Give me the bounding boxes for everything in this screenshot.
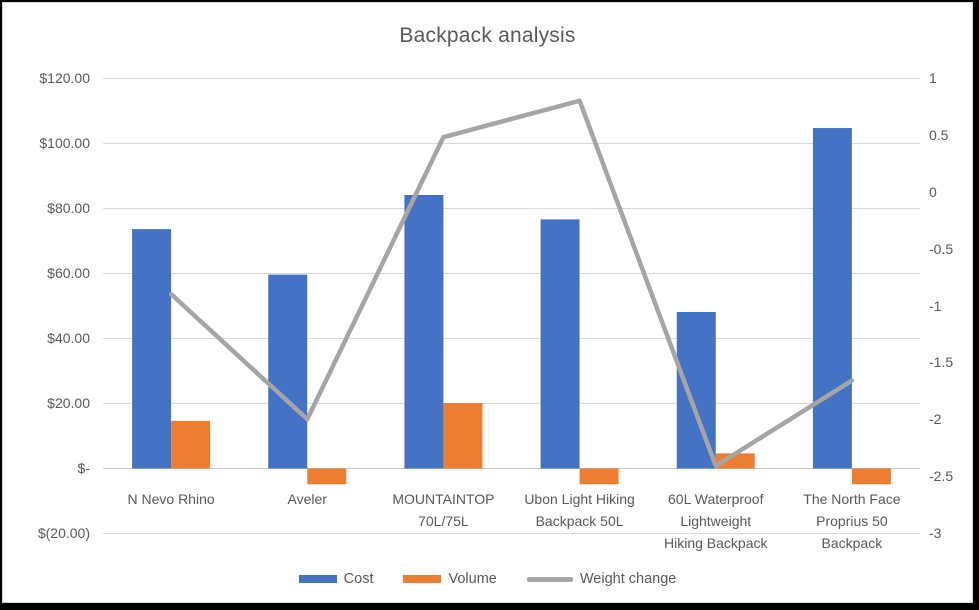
chart-border xyxy=(2,2,973,603)
volume-bar xyxy=(307,468,347,485)
y-axis-right-label: 0 xyxy=(929,183,937,200)
cost-bar xyxy=(812,128,852,469)
volume-bar xyxy=(171,420,211,469)
y-axis-right-label: -3 xyxy=(929,525,942,541)
cost-legend-label: Cost xyxy=(343,571,374,587)
cost-bar xyxy=(540,219,580,469)
category-label: Ubon Light Hiking Backpack 50L xyxy=(524,491,635,529)
y-axis-right-label: 1 xyxy=(929,70,937,86)
weight-change-legend-label: Weight change xyxy=(579,571,677,587)
y-axis-right-label: -2.5 xyxy=(929,468,954,485)
volume-legend-label: Volume xyxy=(448,571,497,587)
volume-swatch xyxy=(403,575,442,583)
y-axis-left-label: $20.00 xyxy=(47,395,90,411)
volume-bar xyxy=(851,468,891,485)
cost-bar xyxy=(268,274,308,469)
legend-item-cost: Cost xyxy=(298,571,374,587)
legend: Cost Volume Weight change xyxy=(2,571,973,587)
category-label: N Nevo Rhino xyxy=(127,491,215,507)
category-label: MOUNTAINTOP 70L/75L xyxy=(392,491,495,529)
y-axis-left-label: $80.00 xyxy=(47,200,90,216)
y-axis-left-label: $40.00 xyxy=(47,330,90,346)
category-label: 60L Waterproof Lightweight Hiking Backpa… xyxy=(664,491,768,551)
category-label: Aveler xyxy=(287,491,327,507)
category-label: The North Face Proprius 50 Backpack xyxy=(803,491,901,551)
chart-title: Backpack analysis xyxy=(399,24,576,47)
y-axis-right-label: -0.5 xyxy=(929,240,954,257)
y-axis-right-label: -2 xyxy=(929,411,942,428)
y-axis-left-label: $(20.00) xyxy=(37,525,90,541)
cost-bar xyxy=(132,229,172,469)
cost-bar xyxy=(404,195,444,469)
y-axis-left-label: $- xyxy=(77,460,90,476)
cost-swatch xyxy=(298,575,337,583)
weight-change-line xyxy=(168,98,855,469)
y-axis-right-label: -1.5 xyxy=(929,354,954,371)
volume-bar xyxy=(443,403,483,469)
plot-area xyxy=(2,2,973,603)
legend-item-weight-change: Weight change xyxy=(526,571,677,587)
y-axis-right-label: -1 xyxy=(929,297,942,314)
y-axis-left-label: $60.00 xyxy=(47,265,90,281)
volume-bar xyxy=(579,468,619,485)
legend-item-volume: Volume xyxy=(403,571,497,587)
chart-area: Backpack analysis $120.00 $100.00 $80.00 $6… xyxy=(2,2,973,603)
weight-change-swatch xyxy=(526,576,573,582)
y-axis-right-label: 0.5 xyxy=(929,126,949,143)
y-axis-left-label: $120.00 xyxy=(39,70,90,86)
y-axis-left-label: $100.00 xyxy=(39,135,90,151)
